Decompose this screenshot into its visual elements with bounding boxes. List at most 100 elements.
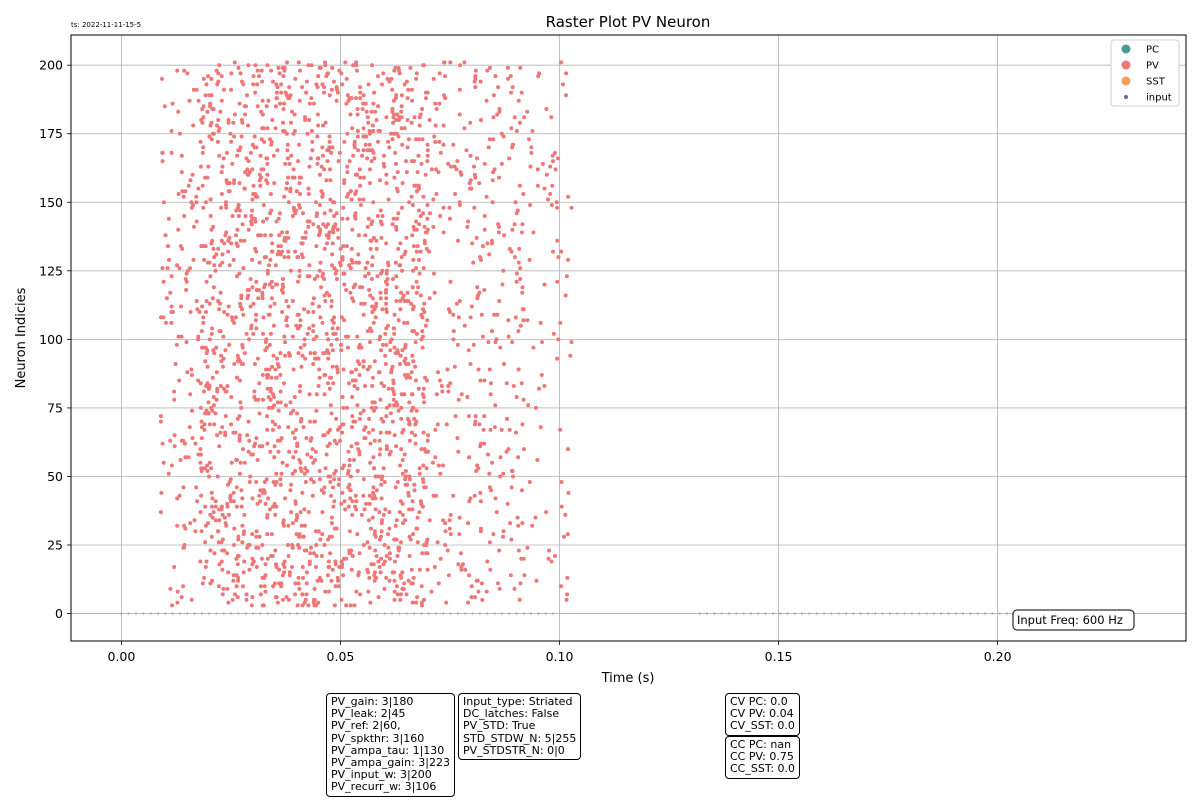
- pv-spike: [411, 257, 416, 262]
- pv-spike: [285, 60, 289, 65]
- pv-spike: [332, 315, 337, 320]
- pv-spike: [206, 521, 210, 526]
- pv-spike: [349, 257, 354, 262]
- pv-spike: [315, 578, 320, 583]
- pv-spike: [405, 96, 410, 101]
- pv-spike: [370, 219, 375, 224]
- pv-spike: [204, 408, 209, 413]
- pv-spike: [308, 551, 313, 556]
- pv-spike: [329, 411, 334, 416]
- pv-spike: [540, 340, 544, 345]
- input-spike: [954, 612, 957, 615]
- pv-spike: [246, 227, 251, 232]
- pv-spike: [381, 161, 386, 166]
- pv-spike: [293, 76, 298, 81]
- pv-spike: [441, 518, 446, 523]
- pv-spike: [489, 381, 493, 386]
- pv-spike: [261, 603, 266, 608]
- pv-spike: [468, 496, 473, 501]
- pv-spike: [329, 375, 333, 380]
- pv-spike: [349, 197, 354, 202]
- pv-spike: [384, 181, 389, 186]
- pv-spike: [344, 556, 349, 561]
- pv-spike: [365, 148, 370, 153]
- pv-spike: [507, 246, 512, 251]
- pv-spike: [374, 118, 379, 122]
- pv-spike: [348, 548, 353, 553]
- pv-spike: [229, 87, 234, 92]
- pv-spike: [289, 153, 294, 158]
- pv-spike: [300, 603, 305, 608]
- pv-spike: [298, 192, 302, 196]
- pv-spike: [303, 597, 308, 602]
- pv-spike: [512, 586, 517, 591]
- pv-spike: [265, 414, 269, 419]
- pv-spike: [348, 474, 353, 479]
- pv-spike: [366, 120, 371, 125]
- pv-spike: [175, 589, 180, 594]
- pv-spike: [249, 603, 254, 608]
- pv-spike: [328, 427, 332, 432]
- pv-spike: [399, 592, 403, 597]
- pv-spike: [178, 244, 183, 249]
- pv-spike: [496, 230, 501, 235]
- pv-spike: [204, 279, 209, 284]
- pv-spike: [438, 150, 443, 155]
- pv-spike: [268, 192, 273, 196]
- pv-spike: [354, 499, 359, 504]
- y-tick-label: 0: [55, 606, 63, 621]
- pv-spike: [548, 164, 553, 169]
- pv-spike: [175, 496, 180, 501]
- pv-spike: [505, 501, 510, 506]
- input-spike: [449, 612, 452, 615]
- pv-spike: [356, 233, 361, 238]
- pv-spike: [559, 504, 564, 509]
- pv-spike: [478, 255, 482, 260]
- pv-spike: [303, 466, 308, 471]
- pv-spike: [306, 510, 311, 515]
- pv-spike: [263, 282, 268, 287]
- pv-spike: [492, 312, 497, 317]
- pv-spike: [519, 381, 524, 386]
- pv-spike: [256, 545, 261, 550]
- pv-spike: [307, 118, 312, 122]
- pv-spike: [327, 93, 332, 98]
- pv-spike: [260, 373, 265, 377]
- pv-spike: [206, 164, 211, 169]
- pv-spike: [347, 381, 351, 386]
- cc-line: CC PC: nan: [730, 738, 792, 751]
- pv-spike: [394, 93, 399, 98]
- pv-spike: [340, 395, 345, 399]
- pv-spike: [535, 183, 540, 188]
- pv-spike: [255, 68, 260, 73]
- pv-spike: [407, 200, 412, 205]
- pv-spike: [510, 227, 515, 232]
- pv-spike: [378, 334, 383, 339]
- pv-spike: [334, 364, 339, 369]
- pv-spike: [270, 364, 275, 369]
- pv-spike: [200, 345, 205, 350]
- pv-spike: [394, 584, 399, 589]
- pv-spike: [258, 592, 263, 597]
- pv-spike: [378, 219, 383, 224]
- pv-spike: [378, 447, 383, 452]
- pv-spike: [456, 238, 460, 243]
- pv-spike: [293, 499, 298, 504]
- pv-spike: [274, 471, 279, 476]
- pv-spike: [160, 266, 165, 271]
- pv-spike: [264, 255, 268, 260]
- pv-spike: [497, 109, 502, 114]
- pv-spike: [362, 301, 367, 306]
- pv-spike: [435, 540, 440, 545]
- input-spike: [222, 612, 225, 615]
- pv-spike: [194, 194, 199, 199]
- pv-spike: [328, 178, 333, 183]
- pv-spike: [338, 246, 343, 251]
- pv-spike: [204, 200, 208, 205]
- pv-spike: [282, 559, 287, 564]
- x-tick-label: 0.20: [984, 649, 1012, 664]
- pv-spike: [194, 200, 199, 205]
- pv-spike: [501, 471, 506, 476]
- pv-spike: [416, 153, 421, 158]
- cv-line: CV PC: 0.0: [730, 695, 788, 708]
